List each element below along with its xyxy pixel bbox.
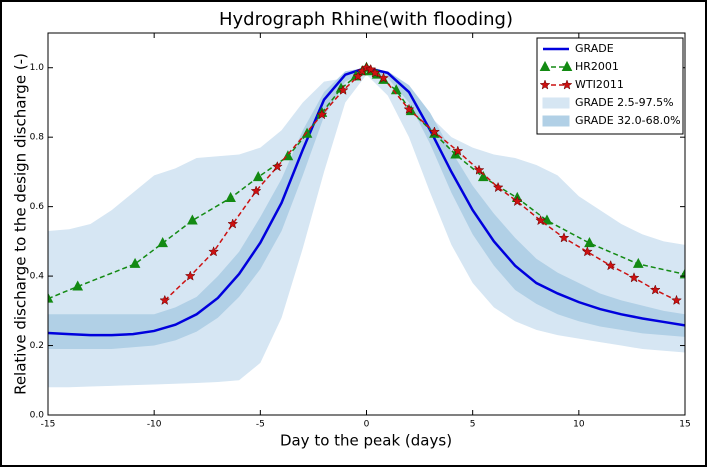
- axes: -15 -10 -5 0 5 10 15 0.0 0.2 0.4 0.6 0.8 1.0 GRADE HR2…: [30, 32, 691, 430]
- marker-triangle: [477, 171, 489, 182]
- marker-star: [539, 79, 551, 90]
- marker-star: [337, 84, 349, 95]
- marker-star: [649, 284, 661, 295]
- plot-area: [48, 61, 685, 388]
- marker-star: [378, 72, 389, 83]
- marker-star: [227, 218, 239, 229]
- x-tick-label: -5: [256, 420, 265, 430]
- marker-star: [492, 181, 504, 193]
- marker-triangle: [632, 257, 644, 268]
- legend-swatch: [542, 97, 570, 109]
- marker-triangle: [157, 237, 168, 248]
- marker-triangle: [72, 280, 84, 291]
- marker-triangle: [561, 60, 573, 71]
- x-tick-label: 0: [364, 420, 370, 430]
- marker-star: [403, 103, 415, 114]
- marker-star: [558, 232, 570, 243]
- marker-star: [473, 164, 485, 175]
- marker-star: [671, 294, 682, 305]
- marker-star: [369, 67, 381, 78]
- legend-label: GRADE: [575, 42, 614, 55]
- marker-star: [316, 108, 328, 120]
- marker-star: [208, 246, 220, 257]
- line: [48, 66, 685, 300]
- marker-triangle: [252, 171, 264, 182]
- marker-star: [511, 195, 523, 207]
- y-tick-label: 0.2: [30, 341, 44, 351]
- marker-star: [271, 160, 283, 172]
- marker-triangle: [225, 191, 236, 202]
- legend-label: GRADE 2.5-97.5%: [575, 96, 674, 109]
- marker-star: [429, 126, 440, 137]
- marker-triangle: [584, 237, 595, 248]
- marker-star: [352, 70, 364, 82]
- marker-star: [605, 259, 617, 271]
- y-tick-label: 0.0: [30, 411, 45, 421]
- marker-triangle: [187, 214, 198, 225]
- legend-label: WTI2011: [575, 78, 624, 91]
- marker-star: [250, 185, 262, 196]
- legend-swatch: [542, 115, 570, 127]
- x-tick-label: 10: [573, 420, 585, 430]
- x-tick-label: 5: [470, 420, 476, 430]
- x-axis-label: Day to the peak (days): [280, 432, 452, 450]
- marker-triangle: [539, 60, 551, 71]
- marker-star: [452, 145, 464, 156]
- marker-triangle: [48, 292, 54, 303]
- marker-star: [159, 294, 171, 305]
- x-tick-label: -15: [41, 420, 56, 430]
- y-tick-label: 0.4: [30, 272, 45, 282]
- marker-star: [628, 272, 640, 283]
- y-axis-label: Relative discharge to the design dischar…: [12, 53, 30, 395]
- marker-star: [184, 270, 196, 281]
- marker-star: [561, 79, 573, 90]
- legend-label: HR2001: [575, 60, 619, 73]
- chart-title: Hydrograph Rhine(with flooding): [219, 9, 513, 30]
- y-tick-label: 0.6: [30, 202, 45, 212]
- y-tick-label: 1.0: [30, 63, 45, 73]
- marker-star: [535, 214, 547, 226]
- band: [48, 67, 685, 350]
- y-tick-label: 0.8: [30, 133, 45, 143]
- x-tick-label: 15: [679, 420, 690, 430]
- legend-label: GRADE 32.0-68.0%: [575, 114, 681, 127]
- x-tick-label: -10: [147, 420, 162, 430]
- marker-triangle: [129, 257, 141, 268]
- marker-star: [581, 246, 593, 257]
